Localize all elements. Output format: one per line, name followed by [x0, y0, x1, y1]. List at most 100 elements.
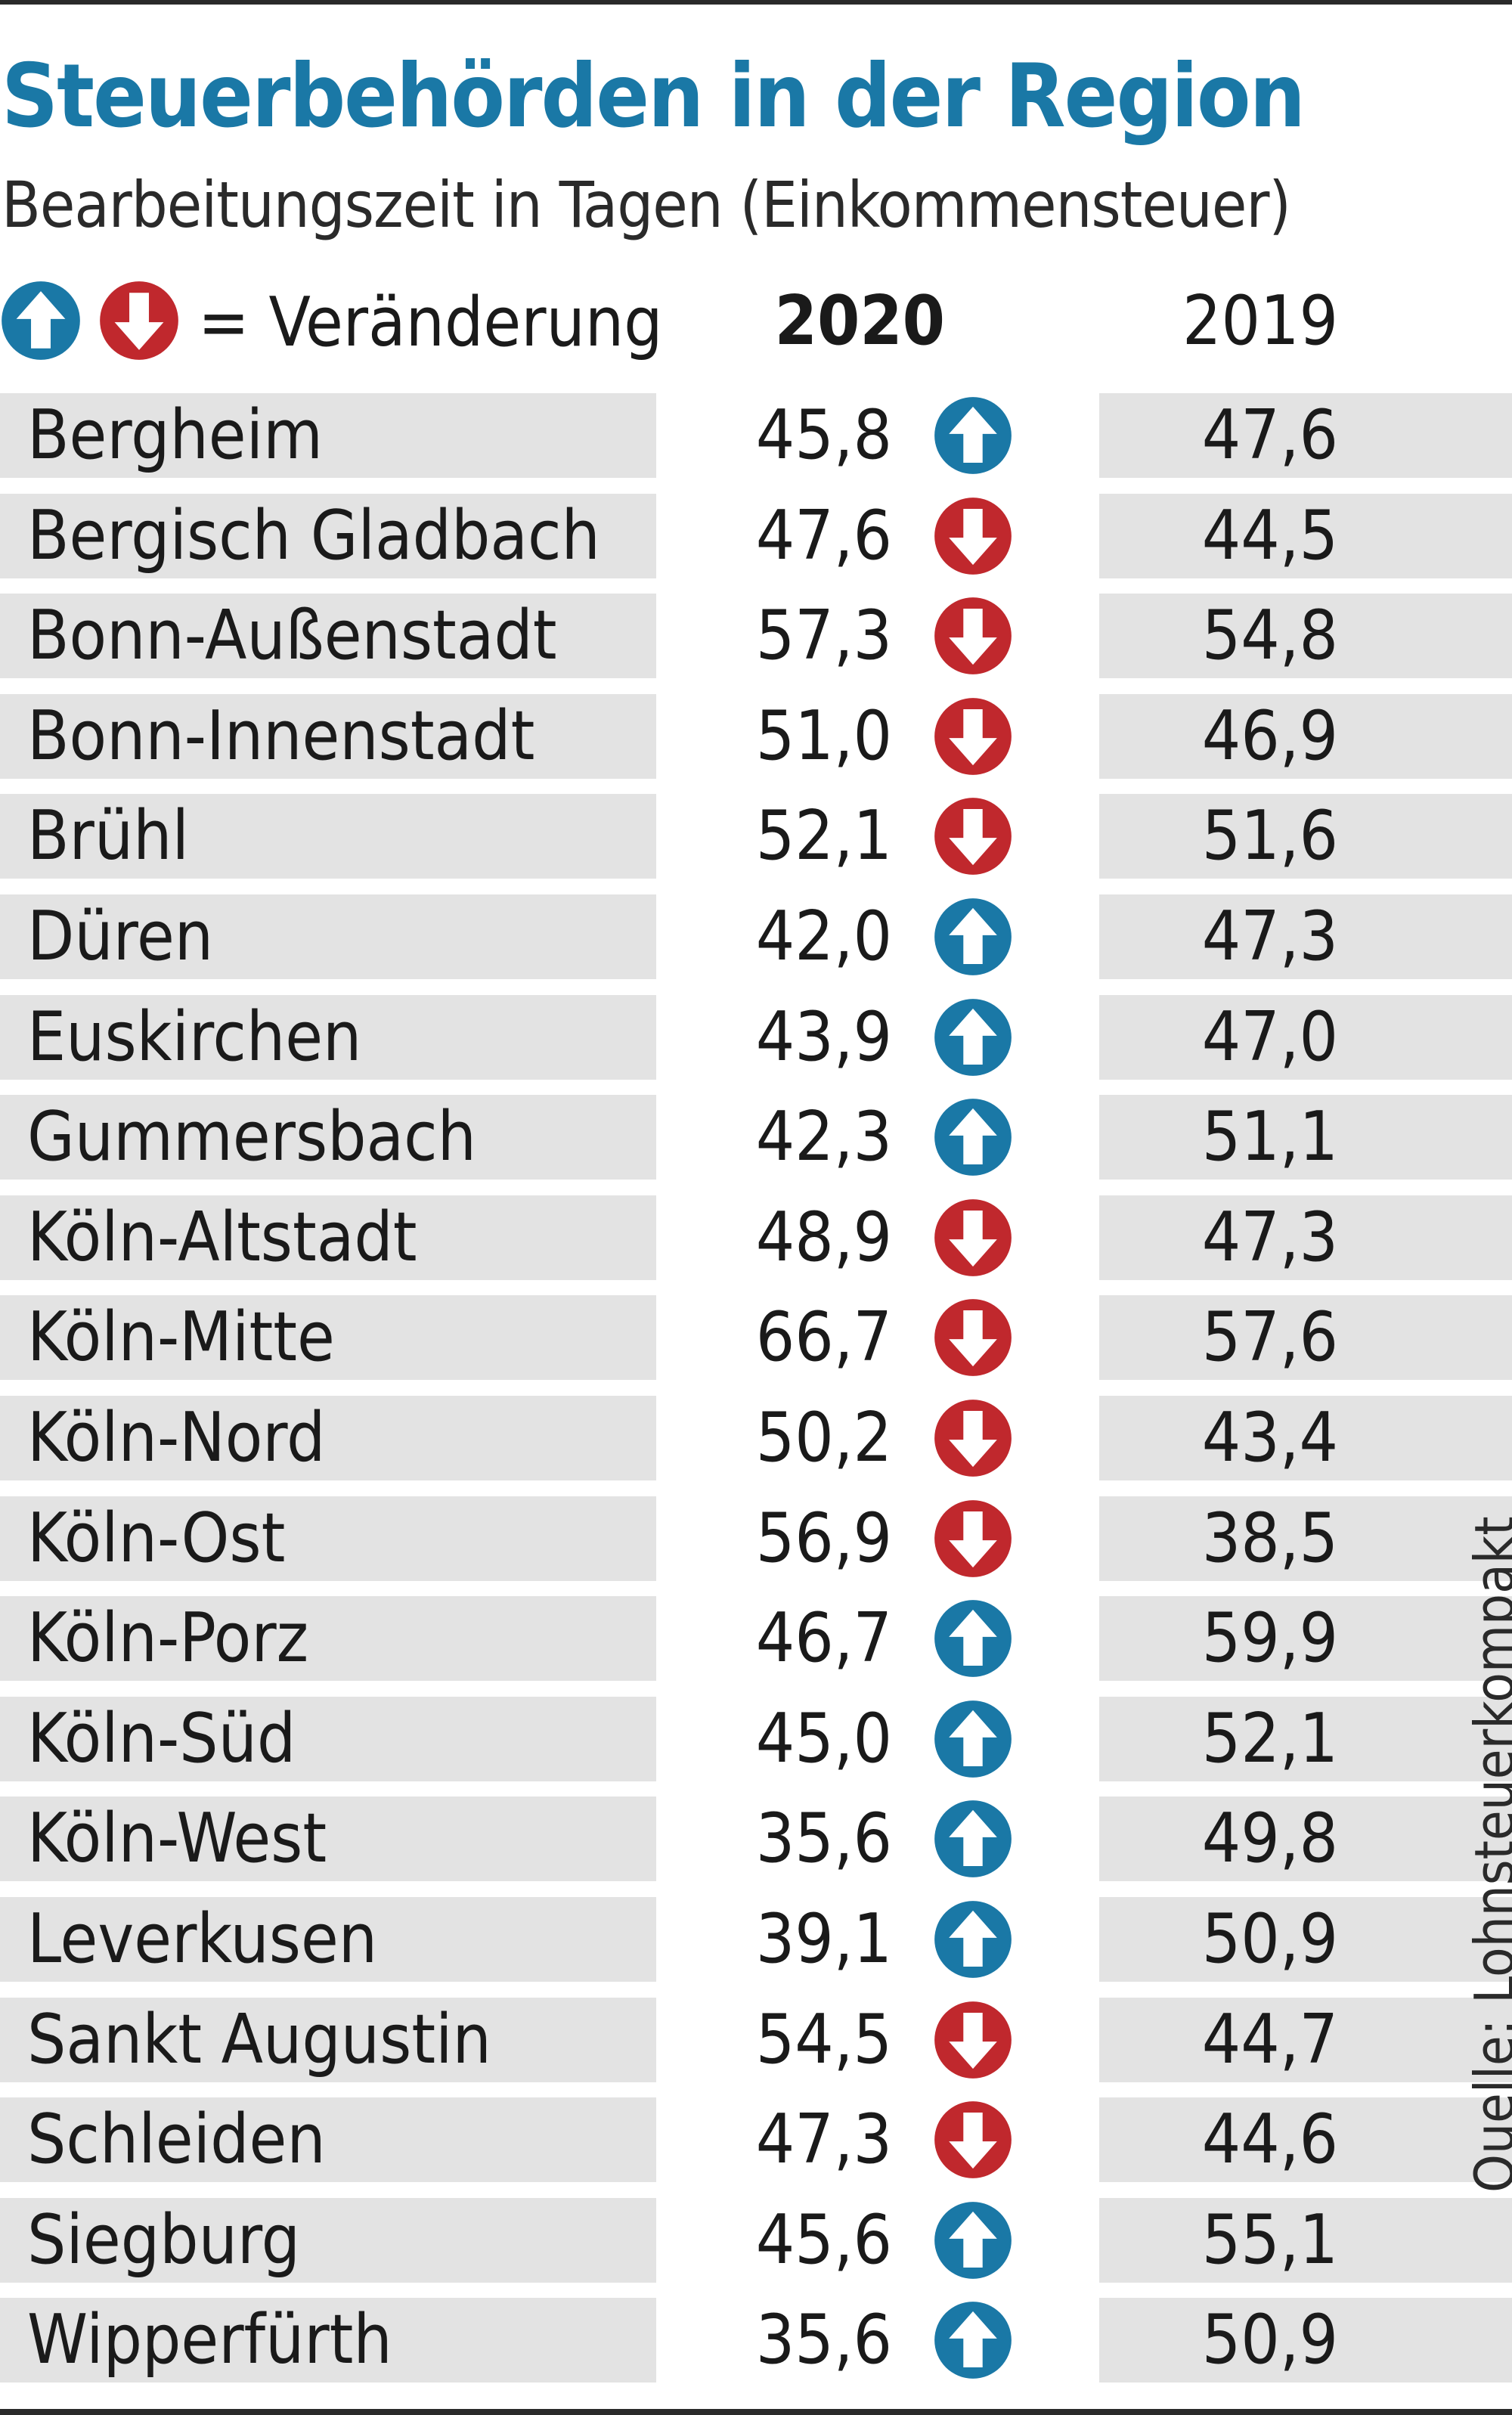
row-2019-bg	[1099, 1596, 1512, 1681]
row-2019-bg	[1099, 995, 1512, 1080]
value-2020: 35,6	[755, 2300, 892, 2379]
row-2019-bg	[1099, 1697, 1512, 1781]
arrow-down-circle-icon	[934, 1400, 1012, 1477]
value-2020: 45,0	[755, 1699, 892, 1778]
office-name: Bergheim	[27, 395, 324, 475]
arrow-down-circle-icon	[100, 281, 178, 360]
row-2019-bg	[1099, 1897, 1512, 1982]
row-2019-bg	[1099, 393, 1512, 478]
value-2019: 59,9	[1201, 1598, 1338, 1678]
arrow-down-circle-icon	[934, 2001, 1012, 2079]
value-2019: 54,8	[1201, 596, 1338, 675]
office-name: Düren	[27, 897, 214, 976]
value-2019: 52,1	[1201, 1699, 1338, 1778]
row-name-bg	[0, 1496, 656, 1581]
row-name-bg	[0, 1095, 656, 1180]
arrow-up-circle-icon	[934, 999, 1012, 1076]
column-header-2020: 2020	[774, 281, 945, 361]
row-name-bg	[0, 594, 656, 678]
office-name: Brühl	[27, 796, 189, 876]
row-name-bg	[0, 995, 656, 1080]
value-2019: 47,3	[1201, 1198, 1338, 1277]
value-2019: 43,4	[1201, 1398, 1338, 1477]
arrow-up-circle-icon	[934, 1700, 1012, 1778]
value-2019: 38,5	[1201, 1499, 1338, 1578]
row-name-bg	[0, 494, 656, 578]
office-name: Euskirchen	[27, 997, 362, 1077]
value-2019: 44,7	[1201, 2000, 1338, 2079]
table-row: Brühl 52,1 51,6	[0, 794, 1512, 879]
value-2020: 56,9	[755, 1499, 892, 1578]
row-2019-bg	[1099, 694, 1512, 779]
value-2019: 50,9	[1201, 2300, 1338, 2379]
table-row: Bergisch Gladbach 47,6 44,5	[0, 494, 1512, 578]
arrow-up-circle-icon	[934, 397, 1012, 474]
arrow-up-circle-icon	[934, 1800, 1012, 1877]
office-name: Köln-Altstadt	[27, 1198, 417, 1277]
row-2020-bg	[664, 2298, 1099, 2382]
table-row: Köln-Porz 46,7 59,9	[0, 1596, 1512, 1681]
row-name-bg	[0, 1897, 656, 1982]
row-2019-bg	[1099, 1295, 1512, 1380]
value-2020: 47,6	[755, 496, 892, 575]
row-2019-bg	[1099, 2097, 1512, 2182]
top-rule	[0, 0, 1512, 5]
row-2020-bg	[664, 1295, 1099, 1380]
legend: = Veränderung	[0, 272, 756, 363]
office-name: Sankt Augustin	[27, 2000, 491, 2079]
row-name-bg	[0, 2097, 656, 2182]
row-2019-bg	[1099, 1195, 1512, 1280]
row-2020-bg	[664, 995, 1099, 1080]
table-row: Köln-Altstadt 48,9 47,3	[0, 1195, 1512, 1280]
table-row: Wipperfürth 35,6 50,9	[0, 2298, 1512, 2382]
row-2019-bg	[1099, 2298, 1512, 2382]
chart-title: Steuerbehörden in der Region	[2, 45, 1306, 147]
arrow-down-circle-icon	[934, 597, 1012, 674]
office-name: Köln-Mitte	[27, 1297, 335, 1377]
value-2020: 51,0	[755, 696, 892, 776]
row-2020-bg	[664, 1697, 1099, 1781]
row-name-bg	[0, 694, 656, 779]
value-2020: 45,8	[755, 395, 892, 475]
arrow-up-circle-icon	[934, 1901, 1012, 1978]
table-row: Köln-Nord 50,2 43,4	[0, 1396, 1512, 1480]
value-2020: 35,6	[755, 1799, 892, 1878]
office-name: Wipperfürth	[27, 2300, 392, 2379]
office-name: Schleiden	[27, 2100, 326, 2179]
row-name-bg	[0, 1596, 656, 1681]
value-2020: 39,1	[755, 1899, 892, 1979]
row-2019-bg	[1099, 594, 1512, 678]
row-2019-bg	[1099, 1998, 1512, 2082]
value-2020: 45,6	[755, 2200, 892, 2280]
value-2019: 51,6	[1201, 796, 1338, 876]
arrow-down-circle-icon	[934, 1199, 1012, 1276]
office-name: Köln-Ost	[27, 1499, 286, 1578]
value-2020: 43,9	[755, 997, 892, 1077]
office-name: Leverkusen	[27, 1899, 378, 1979]
chart-subtitle: Bearbeitungszeit in Tagen (Einkommensteu…	[2, 168, 1291, 242]
row-name-bg	[0, 1697, 656, 1781]
arrow-up-circle-icon	[934, 1099, 1012, 1176]
value-2019: 44,6	[1201, 2100, 1338, 2179]
table-row: Sankt Augustin 54,5 44,7	[0, 1998, 1512, 2082]
legend-label: = Veränderung	[198, 283, 663, 362]
row-2020-bg	[664, 894, 1099, 979]
value-2019: 47,6	[1201, 395, 1338, 475]
row-2020-bg	[664, 1596, 1099, 1681]
arrow-down-circle-icon	[934, 1299, 1012, 1376]
row-2019-bg	[1099, 494, 1512, 578]
arrow-up-circle-icon	[934, 2302, 1012, 2379]
row-name-bg	[0, 1998, 656, 2082]
arrow-down-circle-icon	[934, 2101, 1012, 2178]
value-2019: 46,9	[1201, 696, 1338, 776]
row-2020-bg	[664, 2097, 1099, 2182]
office-name: Köln-Porz	[27, 1598, 309, 1678]
row-name-bg	[0, 1195, 656, 1280]
row-2020-bg	[664, 494, 1099, 578]
office-name: Gummersbach	[27, 1097, 477, 1176]
row-2020-bg	[664, 694, 1099, 779]
table-row: Euskirchen 43,9 47,0	[0, 995, 1512, 1080]
source-note: Quelle: Lohnsteuerkompakt	[1463, 1516, 1512, 2193]
office-name: Köln-West	[27, 1799, 327, 1878]
office-name: Köln-Nord	[27, 1398, 326, 1477]
